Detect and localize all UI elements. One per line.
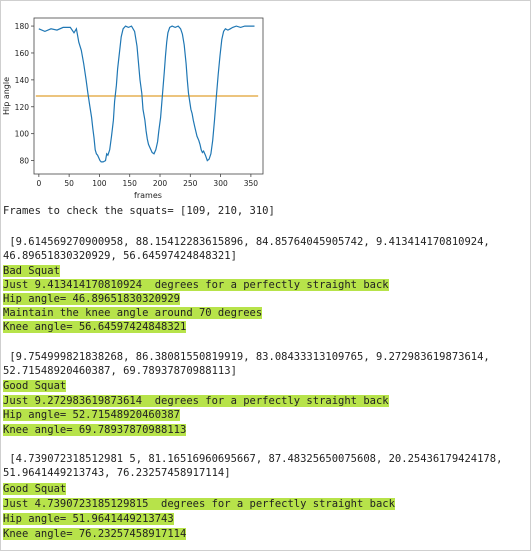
back-msg-1: Just 9.413414170810924 degrees for a per… <box>3 279 389 291</box>
knee-angle-2: Knee angle= 69.78937870988113 <box>3 424 187 436</box>
verdict-3: Good Squat <box>3 483 67 495</box>
x-axis-label: frames <box>134 191 162 200</box>
hip-angle-1: Hip angle= 46.89651830320929 <box>3 293 181 305</box>
x-tick-label: 50 <box>64 179 74 188</box>
x-tick-label: 350 <box>244 179 259 188</box>
y-tick-label: 80 <box>19 157 29 166</box>
x-tick-label: 200 <box>153 179 168 188</box>
hip-angle-3: Hip angle= 51.9641449213743 <box>3 513 174 525</box>
knee-angle-3: Knee angle= 76.23257458917114 <box>3 528 187 540</box>
angles-list-2b: 52.71548920460387, 69.78937870988113] <box>3 365 237 377</box>
verdict-1: Bad Squat <box>3 265 60 277</box>
angles-list-1a: [9.614569270900958, 88.15412283615896, 8… <box>3 236 490 248</box>
hip-angle-series-line <box>38 25 255 163</box>
y-axis-ticks: 80 100 120 140 160 180 <box>15 22 34 166</box>
y-tick-label: 140 <box>15 76 30 85</box>
back-msg-3: Just 4.7390723185129815 degrees for a pe… <box>3 498 395 510</box>
x-axis-ticks: 0 50 100 150 200 250 300 350 <box>36 174 258 188</box>
verdict-2: Good Squat <box>3 380 67 392</box>
angles-list-1b: 46.89651830320929, 56.64597424848321] <box>3 250 237 262</box>
y-tick-label: 160 <box>15 49 30 58</box>
x-tick-label: 250 <box>183 179 198 188</box>
y-tick-label: 100 <box>15 130 30 139</box>
x-tick-label: 300 <box>213 179 228 188</box>
back-msg-2: Just 9.272983619873614 degrees for a per… <box>3 395 389 407</box>
advice-1: Maintain the knee angle around 70 degree… <box>3 307 263 319</box>
angles-list-3b: 51.9641449213743, 76.23257458917114] <box>3 467 231 479</box>
x-tick-label: 100 <box>92 179 107 188</box>
knee-angle-1: Knee angle= 56.64597424848321 <box>3 321 187 333</box>
x-tick-label: 150 <box>123 179 138 188</box>
hip-angle-2: Hip angle= 52.71548920460387 <box>3 409 181 421</box>
y-tick-label: 120 <box>15 103 30 112</box>
angles-list-2a: [9.754999821838268, 86.38081550819919, 8… <box>3 351 490 363</box>
angles-list-3a: [4.739072318512981 5, 81.16516960695667,… <box>3 453 503 465</box>
squat-frames-line: Frames to check the squats= [109, 210, 3… <box>3 205 275 217</box>
x-tick-label: 0 <box>36 179 41 188</box>
y-tick-label: 180 <box>15 22 30 31</box>
y-axis-label: Hip angle <box>2 77 11 115</box>
